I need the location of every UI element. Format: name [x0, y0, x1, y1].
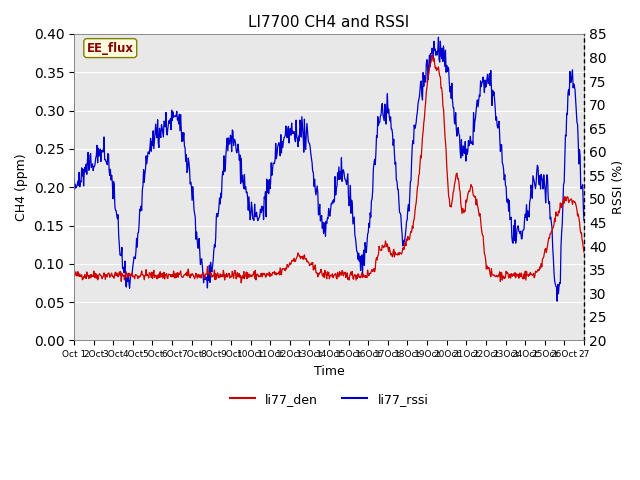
Text: EE_flux: EE_flux — [87, 42, 134, 55]
Y-axis label: RSSI (%): RSSI (%) — [612, 160, 625, 214]
Title: LI7700 CH4 and RSSI: LI7700 CH4 and RSSI — [248, 15, 410, 30]
X-axis label: Time: Time — [314, 365, 344, 378]
Legend: li77_den, li77_rssi: li77_den, li77_rssi — [225, 388, 433, 411]
Y-axis label: CH4 (ppm): CH4 (ppm) — [15, 154, 28, 221]
